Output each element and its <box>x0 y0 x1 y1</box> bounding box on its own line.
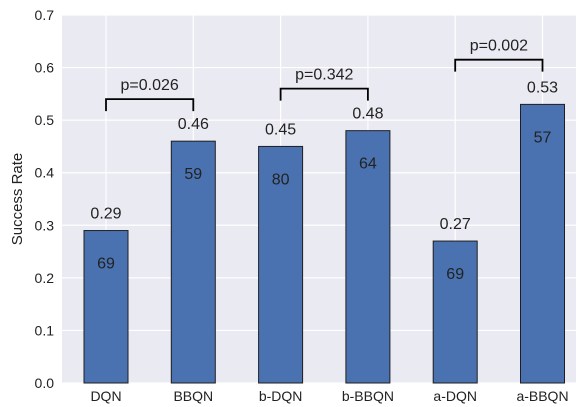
x-tick-label: b-BBQN <box>342 388 394 404</box>
p-value-label: p=0.342 <box>295 67 353 84</box>
y-tick-label: 0.2 <box>35 270 55 286</box>
y-tick-label: 0.6 <box>35 60 55 76</box>
bar-inner-label: 69 <box>97 256 115 273</box>
bar-inner-label: 69 <box>446 266 464 283</box>
bar <box>520 103 565 384</box>
y-tick-label: 0.0 <box>35 375 55 391</box>
comparison-bracket <box>279 87 369 101</box>
x-tick-label: a-DQN <box>433 388 477 404</box>
bar-value-label: 0.45 <box>265 121 296 138</box>
bar <box>170 140 216 384</box>
y-tick-label: 0.4 <box>35 165 55 181</box>
bar-inner-label: 57 <box>534 129 552 146</box>
y-tick-label: 0.1 <box>35 322 55 338</box>
y-tick-label: 0.3 <box>35 217 55 233</box>
y-tick-label: 0.5 <box>35 112 55 128</box>
bar <box>432 240 478 384</box>
comparison-brackets: p=0.026 p=0.342 p=0.002 <box>105 38 544 112</box>
bars: 0.29 69 0.46 59 0.45 80 0.48 64 0.27 69 0.53 57 <box>83 79 565 384</box>
x-tick-label: b-DQN <box>259 388 303 404</box>
comparison-bracket <box>105 98 195 112</box>
plot-background <box>62 15 576 383</box>
y-tick-label: 0.7 <box>35 7 55 23</box>
bar <box>83 230 129 384</box>
p-value-label: p=0.002 <box>470 38 528 55</box>
bar-value-label: 0.53 <box>527 79 558 96</box>
comparison-bracket <box>454 58 544 72</box>
x-axis: DQN BBQN b-DQN b-BBQN a-DQN a-BBQN <box>90 388 568 404</box>
x-tick-label: DQN <box>90 388 121 404</box>
y-axis-label: Success Rate <box>9 153 26 246</box>
bar-value-label: 0.46 <box>178 116 209 133</box>
bar-inner-label: 64 <box>359 156 377 173</box>
x-tick-label: a-BBQN <box>516 388 568 404</box>
p-value-label: p=0.026 <box>121 77 179 94</box>
bar-value-label: 0.27 <box>440 216 471 233</box>
bar-value-label: 0.29 <box>90 206 121 223</box>
bar-value-label: 0.48 <box>352 106 383 123</box>
bar-inner-label: 80 <box>272 171 290 188</box>
y-axis: 0.0 0.1 0.2 0.3 0.4 0.5 0.6 0.7 <box>35 7 55 391</box>
x-tick-label: BBQN <box>173 388 213 404</box>
bar <box>258 145 304 384</box>
bar-inner-label: 59 <box>184 166 202 183</box>
bar <box>345 130 391 384</box>
